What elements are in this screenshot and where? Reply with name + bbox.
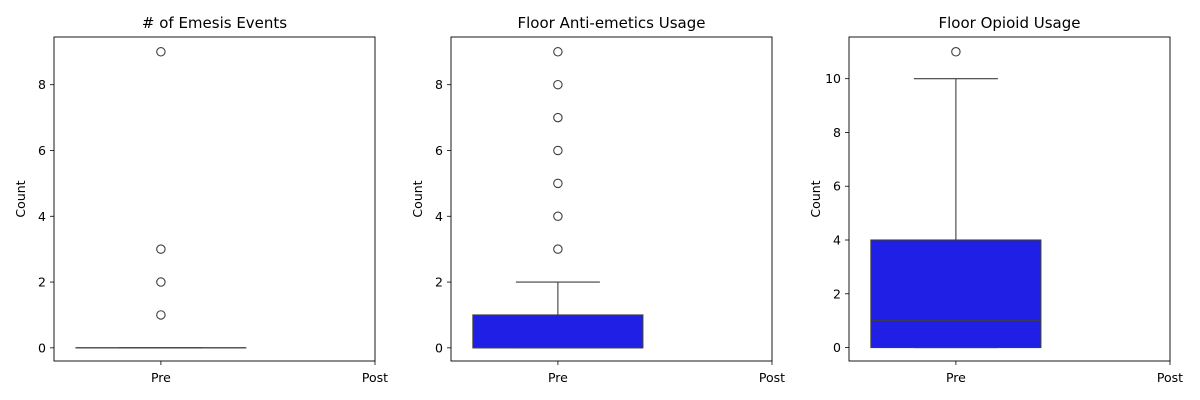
chart-panel-2: Floor Anti-emetics Usage Count 0 2 4 6 8 Pre Pos… <box>410 14 785 385</box>
chart-title: Floor Opioid Usage <box>939 14 1081 32</box>
axes-frame <box>53 36 376 362</box>
x-tick-label: Pre <box>151 370 171 385</box>
y-tick-label: 2 <box>38 275 46 290</box>
y-axis-label: Count <box>13 180 28 217</box>
x-tick-label: Post <box>759 370 785 385</box>
axes-frame <box>450 36 773 362</box>
chart-title: Floor Anti-emetics Usage <box>518 14 706 32</box>
y-tick-label: 8 <box>38 77 46 92</box>
y-tick-label: 2 <box>435 275 443 290</box>
outlier-point <box>553 79 563 90</box>
y-tick-label: 8 <box>833 125 841 140</box>
y-tick-label: 4 <box>833 233 841 248</box>
y-tick-label: 0 <box>38 340 46 355</box>
y-tick-label: 6 <box>833 179 841 194</box>
outlier-point <box>553 145 563 156</box>
y-tick-label: 4 <box>38 209 46 224</box>
box <box>472 314 644 349</box>
outlier-point <box>156 310 166 320</box>
y-tick-label: 6 <box>38 143 46 158</box>
y-tick-label: 0 <box>435 340 443 355</box>
outlier-point <box>156 244 166 254</box>
outlier-point <box>553 47 563 57</box>
axes-frame <box>848 36 1171 362</box>
y-axis-label: Count <box>410 180 425 217</box>
outlier-point <box>156 47 166 57</box>
y-tick-label: 10 <box>825 71 841 86</box>
x-tick-label: Post <box>362 370 388 385</box>
chart-title: # of Emesis Events <box>142 14 287 32</box>
x-tick-label: Pre <box>946 370 966 385</box>
outlier-point <box>156 277 166 287</box>
y-tick-label: 6 <box>435 143 443 158</box>
box <box>870 239 1042 349</box>
y-axis-label: Count <box>808 180 823 217</box>
chart-panel-3: Floor Opioid Usage Count 0 2 4 6 8 10 Pre Post <box>808 14 1183 385</box>
outlier-point <box>553 112 563 123</box>
y-tick-label: 8 <box>435 77 443 92</box>
outlier-point <box>951 47 961 57</box>
chart-panel-1: # of Emesis Events Count 0 2 4 6 8 Pre Post <box>13 14 388 385</box>
outlier-point <box>553 244 563 254</box>
x-tick-label: Pre <box>548 370 568 385</box>
y-tick-label: 2 <box>833 286 841 301</box>
x-tick-label: Post <box>1157 370 1183 385</box>
y-tick-label: 0 <box>833 340 841 355</box>
outlier-point <box>553 178 563 189</box>
y-tick-label: 4 <box>435 209 443 224</box>
outlier-point <box>553 211 563 222</box>
